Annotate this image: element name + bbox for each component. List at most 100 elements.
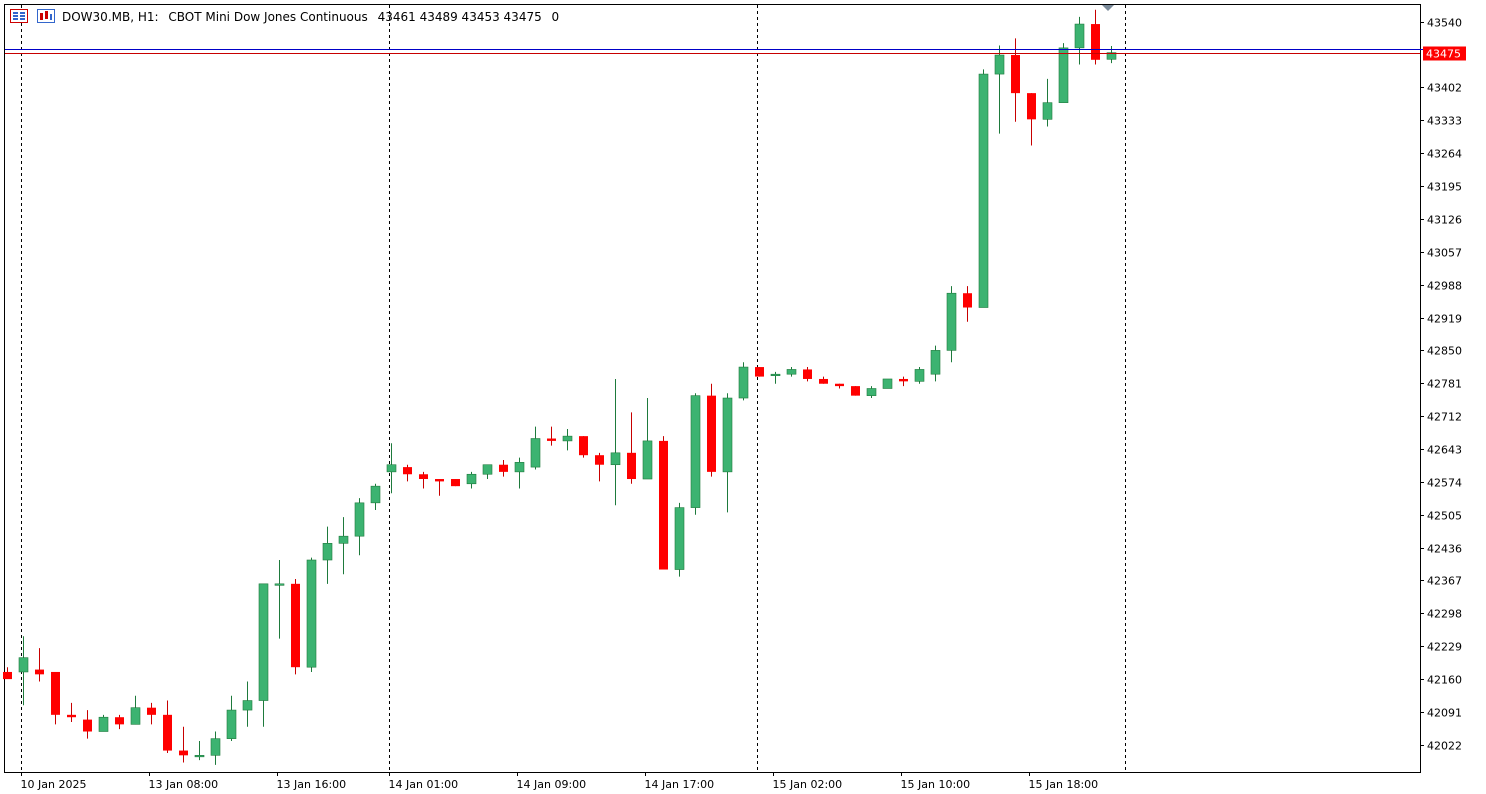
candle-body	[18, 657, 29, 673]
candle-body	[707, 395, 716, 472]
candle-body	[291, 583, 300, 668]
bear-candle	[451, 479, 460, 487]
bull-candle	[786, 367, 797, 377]
candle-body	[882, 378, 893, 389]
bear-candle	[803, 367, 812, 382]
bear-candle	[1091, 9, 1100, 65]
candles	[3, 9, 1117, 765]
bull-candle	[98, 714, 109, 732]
candle-body	[226, 709, 237, 739]
candle-body	[194, 755, 205, 758]
bull-candle	[1106, 45, 1117, 64]
bull-candle	[18, 636, 29, 706]
bear-candle	[291, 579, 300, 675]
candle-body	[83, 719, 92, 732]
candle-body	[1106, 52, 1117, 60]
candle-body	[1074, 23, 1085, 49]
bear-candle	[35, 648, 44, 682]
bear-candle	[83, 710, 92, 739]
bull-candle	[386, 443, 397, 494]
candle-body	[354, 502, 365, 537]
y-tick-label: 42436	[1427, 543, 1462, 556]
bull-candle	[994, 45, 1005, 134]
y-tick-label: 43402	[1427, 82, 1462, 95]
bear-candle	[115, 714, 124, 730]
candle-body	[35, 669, 44, 675]
x-tick-label: 15 Jan 02:00	[773, 778, 843, 791]
candle-body	[499, 464, 508, 472]
bull-candle	[242, 681, 253, 727]
y-tick-label: 42781	[1427, 378, 1462, 391]
bull-candle	[562, 428, 573, 451]
candle-body	[147, 707, 156, 715]
current-price-label: 43475	[1426, 48, 1461, 61]
y-tick-label: 42574	[1427, 477, 1462, 490]
candle-body	[51, 671, 60, 715]
y-tick-label: 42919	[1427, 313, 1462, 326]
period-separators	[21, 5, 1126, 772]
candle-body	[306, 559, 317, 668]
y-tick-label: 43195	[1427, 181, 1462, 194]
y-tick-label: 42643	[1427, 444, 1462, 457]
symbol-label: DOW30.MB, H1:	[62, 10, 159, 24]
bull-candle	[914, 367, 925, 384]
candle-body	[274, 583, 285, 586]
bear-candle	[755, 367, 764, 377]
bear-candle	[1011, 38, 1020, 122]
candle-body	[1011, 55, 1020, 94]
candle-body	[946, 292, 957, 351]
x-tick-label: 14 Jan 09:00	[517, 778, 587, 791]
candle-body	[419, 474, 428, 480]
candle-body	[370, 485, 381, 504]
bull-candle	[194, 741, 205, 761]
bear-candle	[819, 376, 828, 384]
chart-shift-marker[interactable]	[1102, 5, 1114, 11]
svg-text:DOW30.MB, H1: CBOT Mini: DOW30.MB, H1: CBOT Mini Dow Jones Contin…	[62, 10, 559, 24]
candle-body	[595, 455, 604, 465]
menu-grid-icon[interactable]	[10, 9, 28, 23]
candle-body	[451, 479, 460, 487]
candle-body	[179, 750, 188, 756]
bear-candle	[419, 471, 428, 489]
bear-candle	[403, 464, 412, 482]
bull-candle	[338, 517, 349, 575]
bull-candle	[866, 386, 877, 399]
candle-body	[978, 73, 989, 308]
candle-body	[1091, 24, 1100, 60]
bull-candle	[226, 695, 237, 742]
candle-body	[930, 350, 941, 375]
bull-candle	[1042, 78, 1053, 127]
candle-body	[163, 714, 172, 751]
bear-candle	[435, 479, 444, 496]
chart-window-icon[interactable]	[37, 9, 55, 23]
bear-candle	[899, 376, 908, 387]
bear-candle	[51, 671, 60, 725]
candle-body	[67, 714, 76, 718]
candle-body	[659, 440, 668, 570]
bull-candle	[322, 526, 333, 584]
candle-body	[819, 378, 828, 384]
candle-body	[786, 369, 797, 375]
y-tick-label: 42229	[1427, 641, 1462, 654]
candle-body	[963, 293, 972, 308]
bear-candle	[179, 726, 188, 763]
bull-candle	[514, 457, 525, 489]
bull-candle	[946, 286, 957, 363]
candle-body	[482, 464, 493, 475]
bull-candle	[530, 426, 541, 470]
y-tick-label: 42298	[1427, 608, 1462, 621]
y-tick-label: 42022	[1427, 740, 1462, 753]
bull-candle	[978, 69, 989, 308]
y-tick-label: 42160	[1427, 674, 1462, 687]
bull-candle	[642, 398, 653, 480]
x-tick-label: 13 Jan 16:00	[277, 778, 347, 791]
candle-body	[579, 436, 588, 456]
candle-body	[627, 452, 636, 480]
bull-candle	[210, 731, 221, 765]
y-tick-label: 42091	[1427, 707, 1462, 720]
candle-body	[562, 435, 573, 442]
candle-body	[1042, 102, 1053, 120]
candle-body	[866, 388, 877, 396]
bear-candle	[659, 436, 668, 570]
